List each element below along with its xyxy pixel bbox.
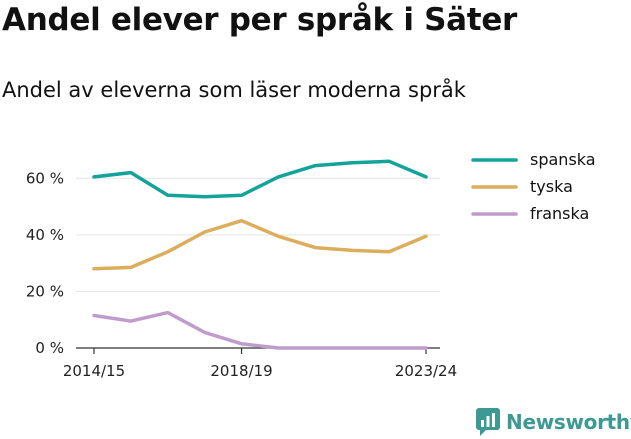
x-tick-label: 2023/24 <box>395 362 457 380</box>
y-tick-label: 60 % <box>26 169 64 187</box>
series-lines <box>92 159 428 350</box>
legend-label-tyska: tyska <box>530 177 573 196</box>
series-line-spanska <box>92 159 428 199</box>
brand-logo: Newsworthy <box>476 408 631 436</box>
legend: spanska tyska franska <box>471 150 596 223</box>
y-axis: 0 % 20 % 40 % 60 % <box>26 169 64 357</box>
x-tick-label: 2018/19 <box>210 362 272 380</box>
legend-label-franska: franska <box>530 204 589 223</box>
series-line-franska <box>92 310 428 350</box>
series-line-tyska <box>92 218 428 271</box>
y-tick-label: 40 % <box>26 226 64 244</box>
y-tick-label: 0 % <box>35 339 64 357</box>
y-tick-label: 20 % <box>26 282 64 300</box>
chart-subtitle: Andel av eleverna som läser moderna språ… <box>2 78 466 102</box>
gridlines <box>76 177 440 292</box>
brand-name: Newsworthy <box>506 410 631 434</box>
x-axis: 2014/15 2018/19 2023/24 <box>63 347 457 380</box>
newsworthy-logo-icon <box>476 408 500 436</box>
chart-title: Andel elever per språk i Säter <box>2 2 518 38</box>
legend-label-spanska: spanska <box>530 150 596 169</box>
x-tick-label: 2014/15 <box>63 362 125 380</box>
